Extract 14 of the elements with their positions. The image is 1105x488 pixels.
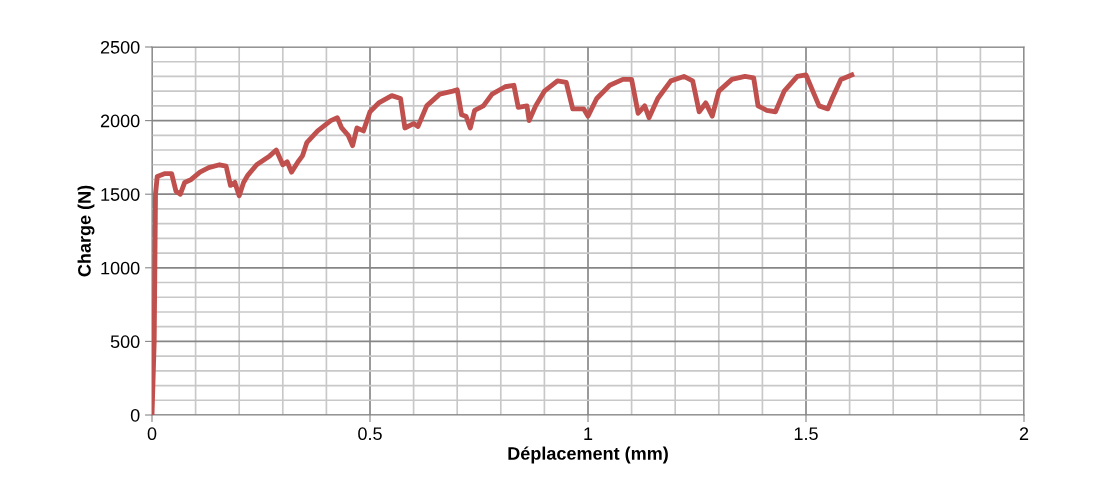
y-axis-title: Charge (N) [77, 185, 95, 277]
y-tick-label: 2000 [100, 114, 140, 128]
line-series [152, 72, 855, 415]
y-tick-label: 2500 [100, 40, 140, 54]
y-tick-label: 1500 [101, 188, 140, 201]
x-tick-label: 0 [147, 427, 157, 441]
y-tick-label: 1000 [101, 261, 140, 275]
x-tick-label: 1.5 [794, 427, 818, 441]
x-axis-title: Déplacement (mm) [508, 446, 668, 464]
y-tick-label: 0 [130, 408, 140, 422]
y-tick-label: 500 [110, 335, 140, 349]
x-tick-label: 0.5 [358, 427, 382, 441]
x-tick-label: 2 [1019, 427, 1029, 440]
x-tick-label: 1 [584, 427, 593, 440]
